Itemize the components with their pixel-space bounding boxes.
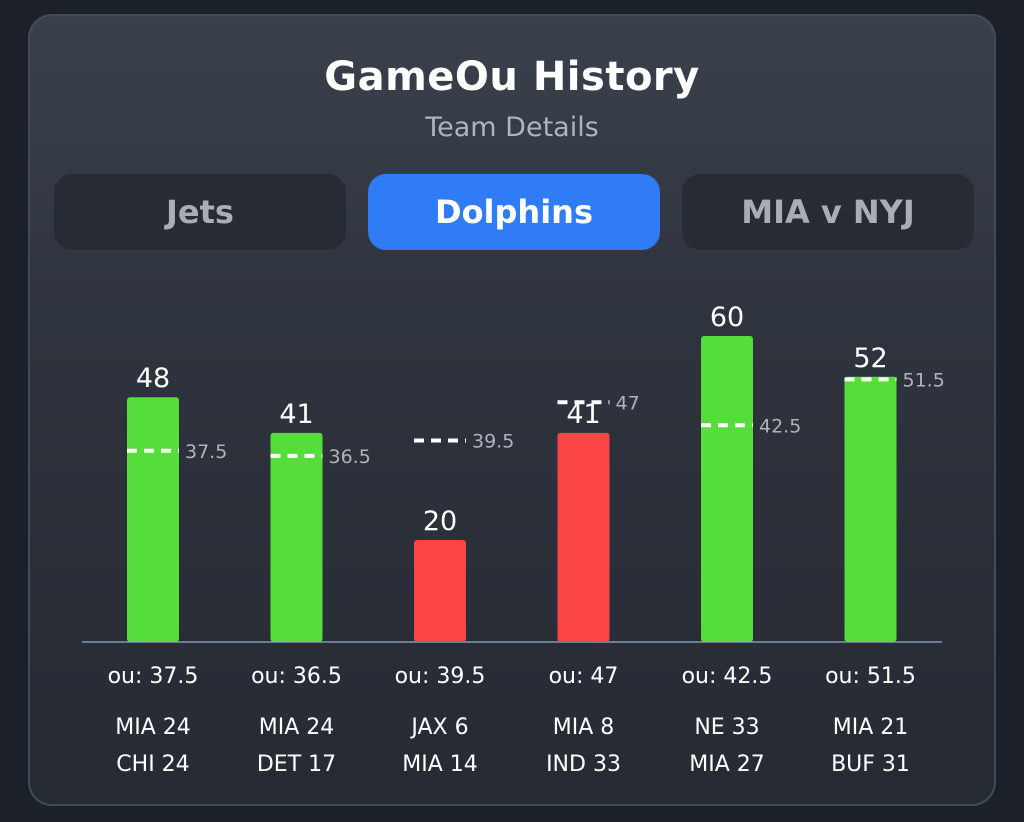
bar-total <box>557 432 610 642</box>
bar-value-label: 41 <box>279 399 313 430</box>
bar-total <box>701 336 753 642</box>
team-score-1: MIA 21 <box>833 715 909 740</box>
team-score-1: JAX 6 <box>409 715 468 740</box>
team-score-2: MIA 27 <box>689 752 765 777</box>
team-score-1: MIA 24 <box>259 715 335 740</box>
ou-line-label: 51.5 <box>903 369 945 391</box>
ou-value-label: ou: 51.5 <box>825 664 916 689</box>
ou-value-label: ou: 42.5 <box>682 664 773 689</box>
page-title: GameOu History <box>324 54 700 100</box>
team-score-2: BUF 31 <box>831 752 910 777</box>
team-score-1: MIA 24 <box>115 715 191 740</box>
ou-value-label: ou: 37.5 <box>108 664 199 689</box>
team-score-1: NE 33 <box>694 715 759 740</box>
ou-value-label: ou: 47 <box>549 664 619 689</box>
bar-total <box>844 376 897 642</box>
team-score-2: MIA 14 <box>402 752 478 777</box>
chart-card: GameOu History Team Details Jets Dolphin… <box>28 14 996 806</box>
bar-value-label: 60 <box>710 302 744 333</box>
team-score-2: DET 17 <box>257 752 336 777</box>
bar-value-label: 52 <box>853 343 887 374</box>
team-score-1: MIA 8 <box>553 715 615 740</box>
ou-line-label: 39.5 <box>472 431 514 453</box>
ou-value-label: ou: 39.5 <box>395 664 486 689</box>
bar-total <box>270 432 323 642</box>
bar-value-label: 20 <box>423 506 457 537</box>
team-score-2: IND 33 <box>546 752 621 777</box>
tab-dolphins[interactable]: Dolphins <box>368 174 660 250</box>
ou-value-label: ou: 36.5 <box>251 664 342 689</box>
bar-value-label: 48 <box>136 363 170 394</box>
bar-total <box>127 397 179 642</box>
page-subtitle: Team Details <box>425 112 599 143</box>
ou-line-label: 37.5 <box>185 441 227 463</box>
ou-line-label: 36.5 <box>329 446 371 468</box>
tab-jets[interactable]: Jets <box>54 174 346 250</box>
bar-total <box>414 540 466 642</box>
team-score-2: CHI 24 <box>116 752 189 777</box>
ou-line-label: 42.5 <box>759 415 801 437</box>
tab-mia-v-nyj[interactable]: MIA v NYJ <box>682 174 974 250</box>
ou-line-label: 47 <box>616 392 640 414</box>
